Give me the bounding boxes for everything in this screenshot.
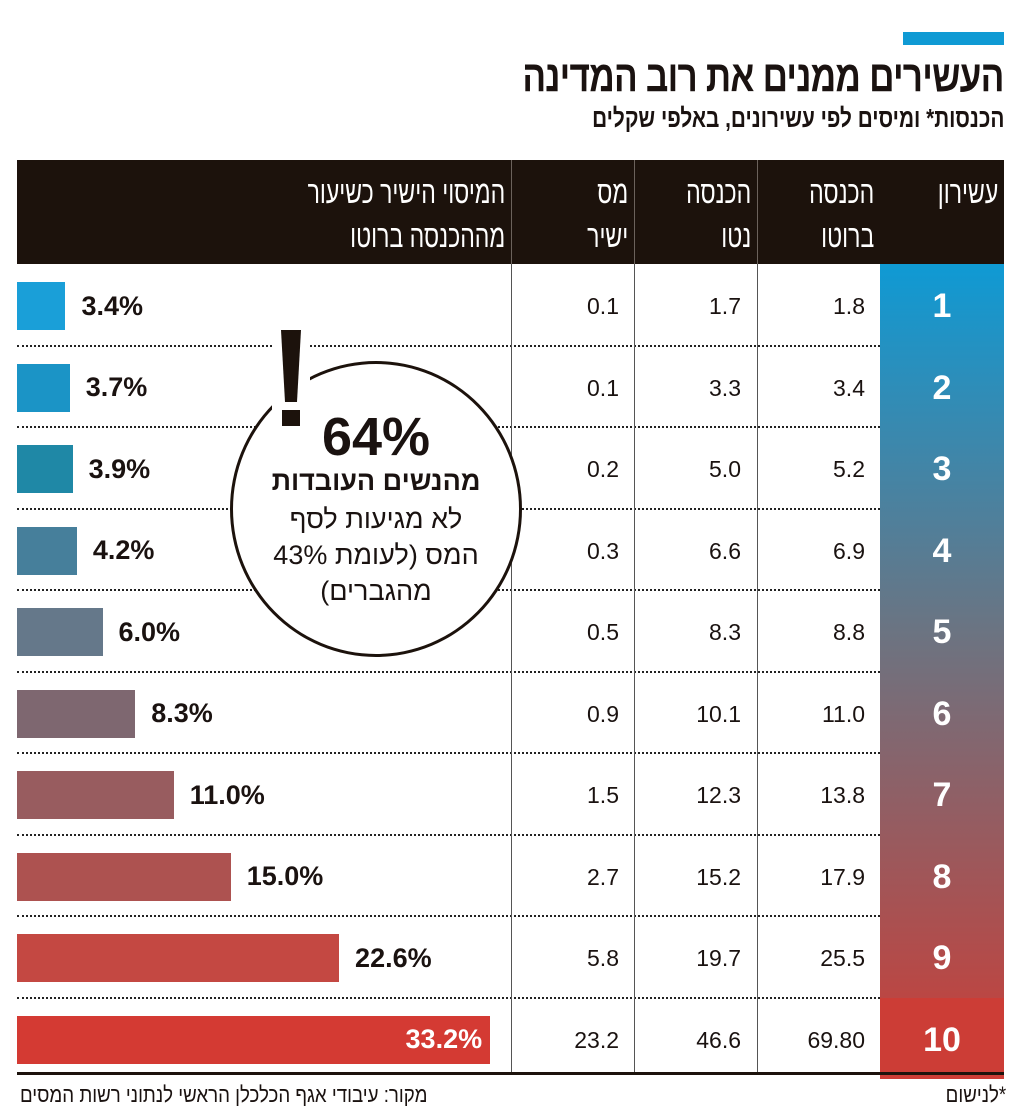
exclamation-icon xyxy=(272,326,310,430)
column-divider xyxy=(511,264,512,1072)
table-row: 1 1.8 1.7 0.1 3.4% xyxy=(17,264,1004,346)
tax-cell: 0.1 xyxy=(587,293,619,320)
rate-label: 4.2% xyxy=(92,535,155,565)
gross-cell: 6.9 xyxy=(833,537,865,564)
net-cell: 1.7 xyxy=(709,293,741,320)
net-cell: 46.6 xyxy=(696,1026,741,1053)
rate-label: 3.4% xyxy=(81,290,143,321)
table-row: 6 11.0 10.1 0.9 8.3% xyxy=(17,672,1004,754)
rate-label: 33.2% xyxy=(405,1024,483,1054)
row-separator xyxy=(17,833,880,836)
gross-cell: 25.5 xyxy=(820,945,865,972)
net-cell: 8.3 xyxy=(709,619,741,646)
rate-label: 3.9% xyxy=(88,453,151,484)
tax-cell: 0.3 xyxy=(587,537,619,564)
tax-cell: 5.8 xyxy=(587,945,619,972)
gross-cell: 8.8 xyxy=(833,619,865,646)
tax-cell: 0.1 xyxy=(587,374,619,401)
decile-cell: 8 xyxy=(932,857,952,896)
table-row: 10 69.80 46.6 23.2 33.2% xyxy=(17,997,1004,1079)
rate-bar xyxy=(17,608,103,656)
accent-bar xyxy=(903,32,1004,45)
rate-bar xyxy=(17,526,77,575)
table-bottom-rule xyxy=(17,1072,1004,1075)
rate-bar xyxy=(17,689,136,738)
table-row: 9 25.5 19.7 5.8 22.6% xyxy=(17,916,1004,998)
rate-label: 3.7% xyxy=(85,372,148,402)
rate-bar xyxy=(17,852,231,901)
decile-cell: 6 xyxy=(932,694,952,733)
callout-big-number: 64% xyxy=(321,407,431,467)
net-cell: 19.7 xyxy=(696,945,741,972)
row-separator xyxy=(17,670,880,673)
table-row: 2 3.4 3.3 0.1 3.7% xyxy=(17,346,1004,428)
header-tax: מס ישיר xyxy=(511,160,634,264)
header-rate: המיסוי הישיר כשיעור מההכנסה ברוטו xyxy=(307,174,506,254)
rate-bar xyxy=(17,363,70,412)
gross-cell: 69.80 xyxy=(807,1026,865,1053)
header-gross: הכנסה ברוטו xyxy=(757,160,880,264)
rate-bar xyxy=(17,934,340,982)
rate-bar xyxy=(17,445,73,493)
rate-label: 8.3% xyxy=(151,698,213,728)
decile-cell: 1 xyxy=(932,287,952,326)
gross-cell: 5.2 xyxy=(833,456,865,483)
net-cell: 6.6 xyxy=(709,537,741,564)
decile-cell: 9 xyxy=(932,939,952,978)
gross-cell: 17.9 xyxy=(820,863,865,890)
chart-title: העשירים ממנים את רוב המדינה xyxy=(522,52,1005,101)
callout-bold-line: מהנשים העובדות xyxy=(271,466,481,496)
source-note: מקור: עיבודי אגף הכלכלן הראשי לנתוני רשו… xyxy=(20,1082,428,1107)
rate-bar xyxy=(17,771,174,819)
decile-cell: 2 xyxy=(932,368,952,407)
decile-cell: 7 xyxy=(932,776,952,815)
net-cell: 12.3 xyxy=(696,782,741,809)
decile-cell: 3 xyxy=(932,450,952,489)
row-separator xyxy=(17,915,880,917)
table-row: 4 6.9 6.6 0.3 4.2% xyxy=(17,509,1004,591)
rate-label: 22.6% xyxy=(355,942,432,973)
rate-label: 6.0% xyxy=(118,616,181,647)
net-cell: 5.0 xyxy=(709,456,741,483)
decile-cell: 5 xyxy=(932,613,952,652)
gross-cell: 1.8 xyxy=(833,293,865,320)
column-divider xyxy=(634,264,635,1072)
net-cell: 3.3 xyxy=(709,374,741,401)
callout-line: מהגברים) xyxy=(320,576,432,606)
gross-cell: 3.4 xyxy=(833,374,865,401)
column-divider xyxy=(757,264,758,1072)
tax-cell: 1.5 xyxy=(587,782,619,809)
table-row: 7 13.8 12.3 1.5 11.0% xyxy=(17,753,1004,835)
callout-line: לא מגיעות לסף xyxy=(289,504,463,534)
net-cell: 15.2 xyxy=(696,863,741,890)
tax-cell: 0.9 xyxy=(587,700,619,727)
rate-bar xyxy=(17,1015,491,1064)
row-separator xyxy=(17,752,880,754)
tax-cell: 0.5 xyxy=(587,619,619,646)
rate-label: 15.0% xyxy=(246,861,324,891)
row-separator xyxy=(17,996,880,999)
callout-line: המס (לעומת 43% xyxy=(273,540,479,570)
net-cell: 10.1 xyxy=(696,700,741,727)
header-net: הכנסה נטו xyxy=(634,160,757,264)
rate-bar xyxy=(17,282,66,330)
tax-cell: 0.2 xyxy=(587,456,619,483)
header-decile: עשירון xyxy=(937,174,999,210)
gross-cell: 13.8 xyxy=(820,782,865,809)
row-separator xyxy=(17,344,880,347)
rate-label: 11.0% xyxy=(189,779,265,810)
decile-cell: 4 xyxy=(932,531,952,570)
gross-cell: 11.0 xyxy=(821,700,865,727)
footnote: *לנישום xyxy=(945,1082,1006,1107)
decile-column-background xyxy=(880,264,1004,1077)
table-row: 8 17.9 15.2 2.7 15.0% xyxy=(17,835,1004,917)
chart-subtitle: הכנסות* ומיסים לפי עשירונים, באלפי שקלים xyxy=(591,103,1004,133)
table-header: עשירון הכנסה ברוטו הכנסה נטו מס ישיר המיסוי… xyxy=(17,160,1004,264)
tax-cell: 23.2 xyxy=(574,1026,619,1053)
decile-cell: 10 xyxy=(880,997,1004,1079)
table-row: 3 5.2 5.0 0.2 3.9% xyxy=(17,427,1004,509)
tax-cell: 2.7 xyxy=(587,863,619,890)
table-row: 5 8.8 8.3 0.5 6.0% xyxy=(17,590,1004,672)
